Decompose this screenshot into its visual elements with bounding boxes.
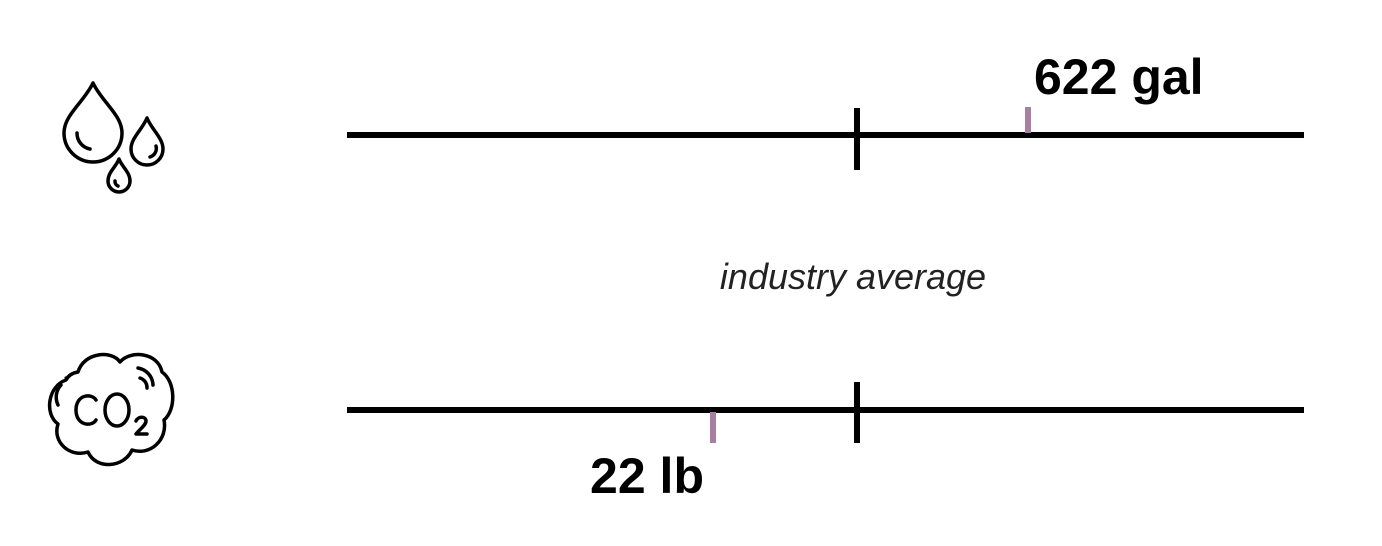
water-drops-icon — [62, 81, 165, 194]
value-label-co2: 22 lb — [590, 448, 704, 504]
industry-average-label: industry average — [720, 256, 986, 297]
value-label-water: 622 gal — [1034, 49, 1204, 105]
row-water: 622 gal — [347, 49, 1304, 170]
row-co2: 22 lb — [347, 382, 1304, 504]
co2-cloud-icon — [47, 352, 175, 467]
